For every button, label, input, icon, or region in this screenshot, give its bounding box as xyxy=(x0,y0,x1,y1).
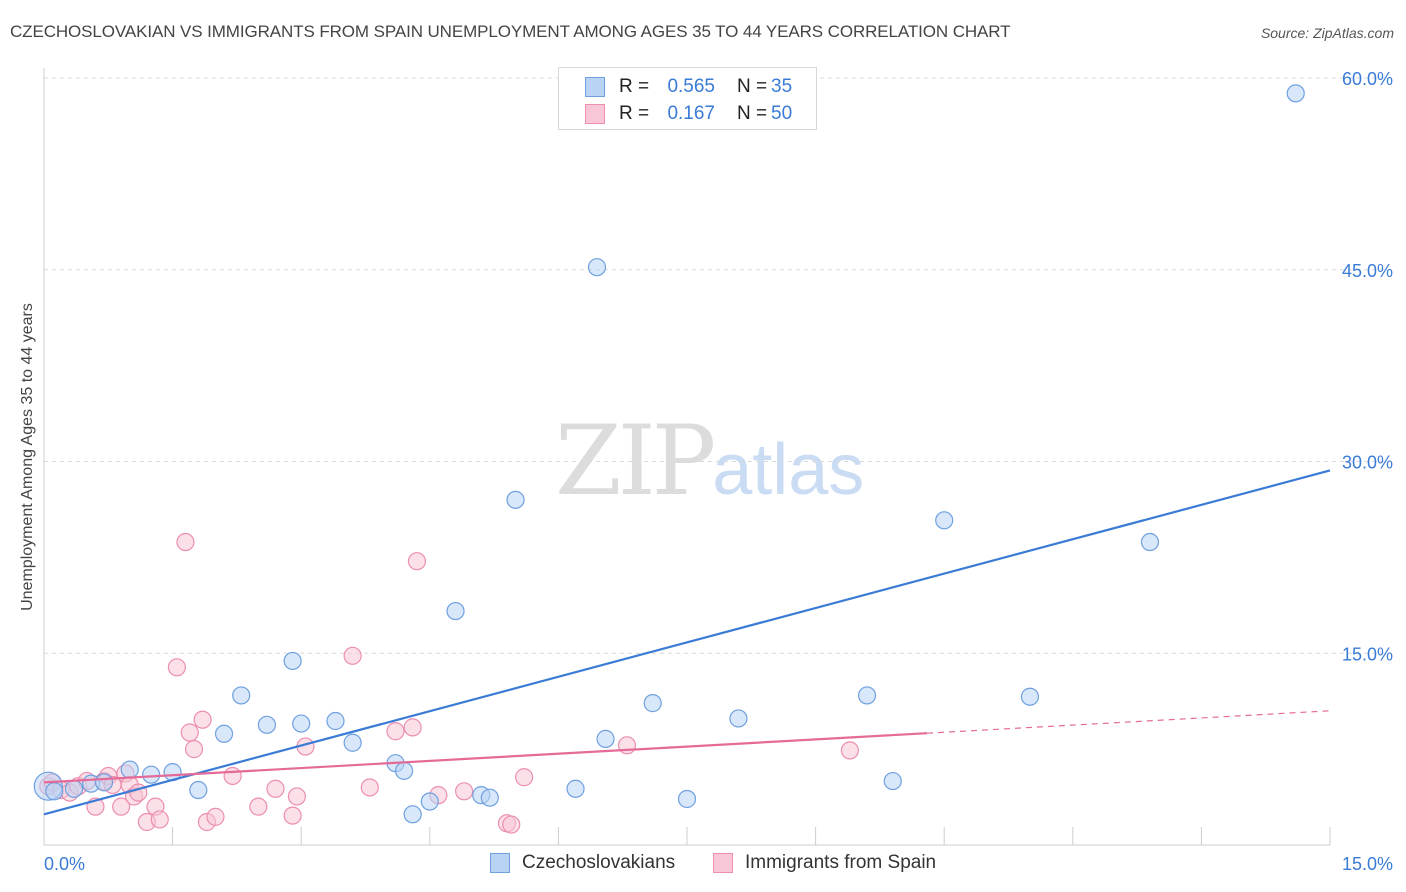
point-immigrants-from-spain xyxy=(249,797,268,816)
point-immigrants-from-spain xyxy=(515,768,534,787)
legend-r-value: 0.167 xyxy=(667,103,715,124)
point-czechoslovakians xyxy=(403,805,422,824)
point-czechoslovakians xyxy=(643,694,662,713)
legend-n-label: N = xyxy=(737,76,768,97)
point-czechoslovakians xyxy=(326,711,345,731)
legend-n-value: 35 xyxy=(771,76,793,97)
point-czechoslovakians xyxy=(283,651,302,671)
point-immigrants-from-spain xyxy=(287,787,307,806)
point-czechoslovakians xyxy=(480,788,499,807)
point-czechoslovakians xyxy=(506,490,525,509)
point-immigrants-from-spain xyxy=(184,740,204,759)
point-czechoslovakians xyxy=(883,771,902,791)
legend-swatch-blue xyxy=(585,77,605,97)
legend-row-immigrants-from-spain: R = 0.167 N = 50 xyxy=(585,101,792,127)
point-immigrants-from-spain xyxy=(283,806,302,825)
point-immigrants-from-spain xyxy=(360,778,379,797)
point-czechoslovakians xyxy=(394,761,414,780)
point-immigrants-from-spain xyxy=(180,723,199,742)
point-immigrants-from-spain xyxy=(206,807,225,826)
point-immigrants-from-spain xyxy=(176,532,195,552)
trendline-immigrants-from-spain xyxy=(43,732,928,784)
point-immigrants-from-spain xyxy=(840,741,859,760)
y-tick-label: 60.0% xyxy=(1342,69,1393,89)
point-czechoslovakians xyxy=(257,715,277,734)
y-tick-label: 15.0% xyxy=(1342,644,1393,664)
legend-r-label: R = xyxy=(619,76,650,97)
point-czechoslovakians xyxy=(677,789,697,809)
legend-r-label: R = xyxy=(619,103,650,124)
y-tick-label: 45.0% xyxy=(1342,261,1393,281)
y-tick-label: 30.0% xyxy=(1342,453,1393,473)
point-immigrants-from-spain xyxy=(150,810,169,829)
chart-title: CZECHOSLOVAKIAN VS IMMIGRANTS FROM SPAIN… xyxy=(10,22,1011,41)
point-czechoslovakians xyxy=(343,733,362,752)
point-czechoslovakians xyxy=(1140,532,1160,552)
point-czechoslovakians xyxy=(935,511,954,530)
trendline-czechoslovakians xyxy=(43,469,1331,816)
point-czechoslovakians xyxy=(729,709,748,728)
point-czechoslovakians xyxy=(64,779,84,798)
point-czechoslovakians xyxy=(292,714,311,733)
point-immigrants-from-spain xyxy=(502,815,521,834)
x-tick-label: 0.0% xyxy=(44,854,85,874)
point-czechoslovakians xyxy=(94,773,114,792)
point-czechoslovakians xyxy=(857,686,877,705)
legend-swatch-pink xyxy=(585,104,605,124)
point-czechoslovakians xyxy=(1286,84,1305,103)
point-czechoslovakians xyxy=(420,792,439,811)
point-immigrants-from-spain xyxy=(112,797,131,816)
point-czechoslovakians xyxy=(214,724,234,743)
source-label: Source: ZipAtlas.com xyxy=(1260,25,1394,41)
legend-label: Czechoslovakians xyxy=(522,852,676,873)
point-immigrants-from-spain xyxy=(343,646,362,665)
point-immigrants-from-spain xyxy=(266,779,285,798)
point-immigrants-from-spain xyxy=(386,722,405,741)
trendline-extension-immigrants-from-spain xyxy=(927,710,1331,734)
legend-n-value: 50 xyxy=(771,103,793,124)
point-czechoslovakians xyxy=(446,601,465,621)
legend-row-czechoslovakians: R = 0.565 N = 35 xyxy=(585,74,792,100)
legend-item-immigrants-from-spain: Immigrants from Spain xyxy=(713,852,936,874)
point-immigrants-from-spain xyxy=(167,658,186,677)
legend-r-value: 0.565 xyxy=(667,76,715,97)
point-immigrants-from-spain xyxy=(454,782,474,801)
correlation-legend: R = 0.565 N = 35 R = 0.167 N = 50 xyxy=(558,67,817,130)
point-immigrants-from-spain xyxy=(223,766,242,786)
legend-item-czechoslovakians: Czechoslovakians xyxy=(490,852,675,874)
point-immigrants-from-spain xyxy=(407,552,427,571)
point-czechoslovakians xyxy=(232,686,251,705)
point-czechoslovakians xyxy=(142,765,161,784)
x-tick-label: 15.0% xyxy=(1342,854,1393,874)
point-czechoslovakians xyxy=(566,779,585,798)
point-immigrants-from-spain xyxy=(403,718,422,737)
legend-swatch-pink xyxy=(713,853,733,873)
legend-label: Immigrants from Spain xyxy=(745,852,937,873)
point-czechoslovakians xyxy=(596,729,615,748)
legend-n-label: N = xyxy=(737,103,768,124)
legend-swatch-blue xyxy=(490,853,510,873)
point-czechoslovakians xyxy=(1020,687,1040,706)
point-czechoslovakians xyxy=(587,258,607,277)
point-czechoslovakians xyxy=(45,782,64,801)
point-czechoslovakians xyxy=(189,780,208,800)
watermark-atlas: atlas xyxy=(712,430,865,510)
point-czechoslovakians xyxy=(120,760,139,779)
point-immigrants-from-spain xyxy=(193,710,212,729)
